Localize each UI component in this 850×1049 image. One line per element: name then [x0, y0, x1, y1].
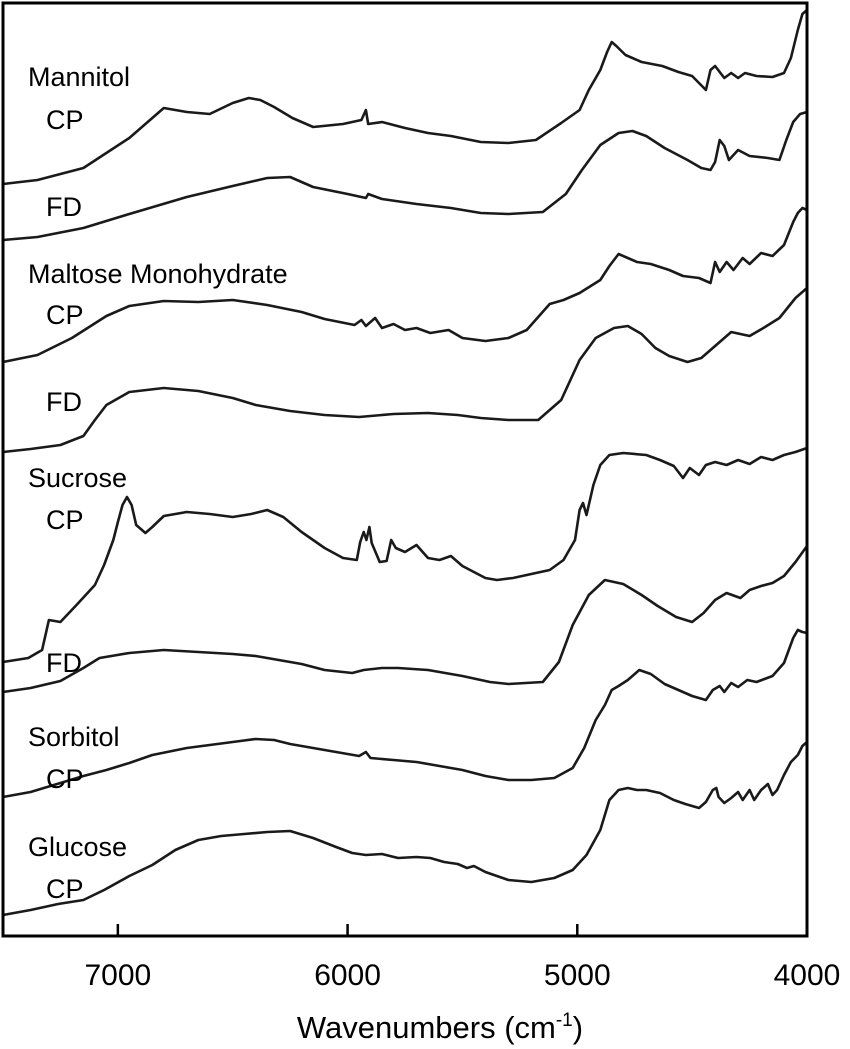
series-method-label: CP [46, 505, 84, 535]
spectrum-line-maltose-fd [1, 286, 809, 454]
spectrum-line-mannitol-cp [1, 8, 809, 186]
x-axis-title: Wavenumbers (cm-1) [297, 1010, 583, 1045]
x-tick-label-6000: 6000 [314, 959, 381, 992]
series-group-label: Glucose [28, 832, 127, 862]
series-method-label: CP [46, 300, 84, 330]
x-axis-ticks: 7000 6000 5000 4000 [84, 924, 840, 992]
series-group-label: Sorbitol [28, 722, 120, 752]
series-method-label: FD [46, 648, 82, 678]
spectrum-line-glucose-cp [1, 740, 809, 917]
x-tick-label-5000: 5000 [544, 959, 611, 992]
series-method-label: FD [46, 387, 82, 417]
series-method-label: FD [46, 192, 82, 222]
series-method-label: CP [46, 874, 84, 904]
spectrum-line-sucrose-fd [1, 544, 809, 694]
series-group-label: Sucrose [28, 463, 127, 493]
series-group-label: Maltose Monohydrate [28, 259, 288, 289]
series-method-label: CP [46, 764, 84, 794]
x-axis-title-exponent: -1 [556, 1010, 573, 1031]
spectrum-line-maltose-cp [1, 206, 809, 364]
spectra-series-group [1, 8, 809, 917]
spectrum-line-sucrose-cp [1, 446, 809, 664]
series-group-label: Mannitol [28, 62, 130, 92]
plot-frame [1, 1, 809, 938]
spectrum-line-mannitol-fd [1, 110, 809, 242]
x-axis-title-close: ) [573, 1010, 583, 1045]
x-tick-label-7000: 7000 [84, 959, 151, 992]
spectrum-line-sorbitol-cp [1, 628, 809, 799]
x-axis-title-text: Wavenumbers (cm [297, 1010, 556, 1045]
series-method-label: CP [46, 105, 84, 135]
x-tick-label-4000: 4000 [774, 959, 841, 992]
series-labels: Mannitol CP FD Maltose Monohydrate CP FD Sucro… [28, 62, 288, 904]
